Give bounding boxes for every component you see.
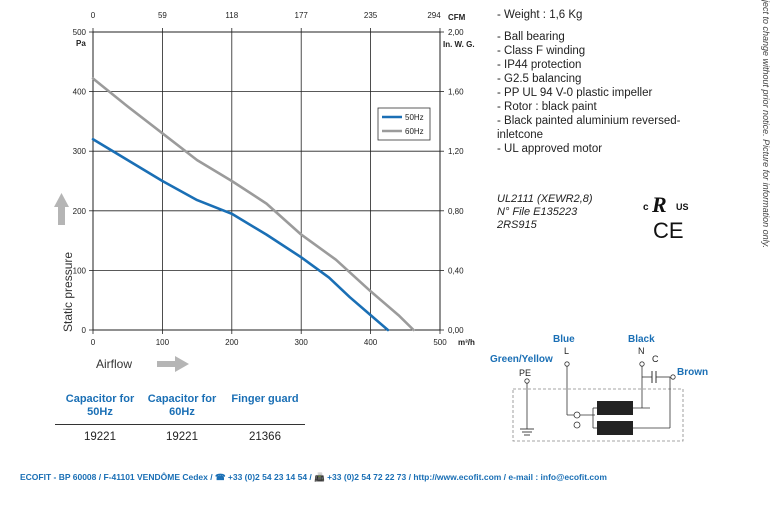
spec-item: - Class F winding xyxy=(497,45,586,57)
x-unit-label: m³/h xyxy=(458,338,475,347)
cert-line: 2RS915 xyxy=(497,219,537,231)
y-tick-label: 0 xyxy=(82,326,87,335)
spec-item: - Weight : 1,6 Kg xyxy=(497,9,583,21)
svg-text:US: US xyxy=(676,202,689,212)
footer-contact: ECOFIT - BP 60008 / F-41101 VENDÔME Cede… xyxy=(20,472,607,482)
x-tick-label: 0 xyxy=(91,338,96,347)
right-tick-label: 1,60 xyxy=(448,88,464,97)
spec-item: - IP44 protection xyxy=(497,59,582,71)
terminal-n-label: N xyxy=(638,346,645,356)
ul-ce-logo-icon: c R US CE xyxy=(643,192,689,242)
capacitor-c-label: C xyxy=(652,354,659,364)
y-tick-label: 300 xyxy=(73,147,87,156)
right-unit-label: In. W. G. xyxy=(443,40,475,49)
y-tick-label: 500 xyxy=(73,28,87,37)
y-unit-label: Pa xyxy=(76,39,86,48)
svg-text:CE: CE xyxy=(653,218,684,242)
spec-item: - UL approved motor xyxy=(497,143,603,155)
top-unit-label: CFM xyxy=(448,13,466,22)
y-tick-label: 100 xyxy=(73,266,87,275)
x-tick-label: 100 xyxy=(156,338,170,347)
terminal-pe-label: PE xyxy=(519,368,532,378)
y-arrow-icon xyxy=(54,193,69,225)
legend-50hz-label: 50Hz xyxy=(405,113,424,122)
chart-grid xyxy=(92,31,441,331)
wire-black-label: Black xyxy=(628,334,655,345)
cert-line: UL2111 (XEWR2,8) xyxy=(497,193,593,205)
spec-item: - PP UL 94 V-0 plastic impeller xyxy=(497,87,653,99)
legend-60hz-label: 60Hz xyxy=(405,127,424,136)
top-tick-label: 294 xyxy=(427,11,441,20)
x-tick-label: 300 xyxy=(295,338,309,347)
spec-item: - Rotor : black paint xyxy=(497,101,597,113)
series-line-50hz xyxy=(91,138,390,332)
spec-item: - Ball bearing xyxy=(497,31,565,43)
wiring-diagram xyxy=(512,361,684,442)
table-header: Finger guard xyxy=(231,393,299,405)
x-arrow-icon xyxy=(157,356,189,372)
x-tick-label: 500 xyxy=(433,338,447,347)
top-tick-label: 0 xyxy=(91,11,96,20)
chart-legend: 50Hz 60Hz xyxy=(377,107,431,141)
right-tick-label: 0,00 xyxy=(448,326,464,335)
right-tick-label: 1,20 xyxy=(448,147,464,156)
table-cell: 19221 xyxy=(84,431,116,443)
top-tick-label: 118 xyxy=(225,11,238,20)
table-header: Capacitor for 50Hz xyxy=(65,393,135,418)
wire-greenyellow-label: Green/Yellow xyxy=(490,354,553,365)
side-notice: ject to change without prior notice. Pic… xyxy=(761,0,771,248)
x-tick-label: 400 xyxy=(364,338,378,347)
y-tick-label: 400 xyxy=(73,88,87,97)
y-axis-title: Static pressure xyxy=(61,252,75,332)
spec-list: - Weight : 1,6 Kg - Ball bearing - Class… xyxy=(497,8,680,156)
x-axis-title: Airflow xyxy=(96,357,132,371)
spec-item: inletcone xyxy=(497,129,544,141)
right-tick-label: 2,00 xyxy=(448,28,464,37)
right-tick-label: 0,80 xyxy=(448,207,464,216)
series-line-60hz xyxy=(91,77,415,332)
table-header: Capacitor for 60Hz xyxy=(147,393,217,418)
top-tick-label: 177 xyxy=(295,11,309,20)
wire-brown-label: Brown xyxy=(677,367,709,378)
top-tick-label: 235 xyxy=(364,11,378,20)
y-tick-label: 200 xyxy=(73,207,87,216)
svg-text:c: c xyxy=(643,202,649,213)
right-tick-label: 0,40 xyxy=(448,266,464,275)
legend-box xyxy=(377,107,431,141)
table-divider xyxy=(55,424,305,425)
wire-blue-label: Blue xyxy=(553,334,575,345)
terminal-l-label: L xyxy=(564,346,570,356)
plot-frame xyxy=(92,31,441,331)
table-cell: 19221 xyxy=(166,431,198,443)
spec-item: - Black painted aluminium reversed- xyxy=(497,115,681,127)
cert-line: N° File E135223 xyxy=(497,206,578,218)
spec-item: - G2.5 balancing xyxy=(497,73,582,85)
chart-series xyxy=(91,77,415,332)
certification-block: UL2111 (XEWR2,8) N° File E135223 2RS915 xyxy=(497,193,593,232)
svg-text:R: R xyxy=(651,192,667,217)
x-tick-label: 200 xyxy=(225,338,239,347)
top-tick-label: 59 xyxy=(158,11,167,20)
table-cell: 21366 xyxy=(249,431,281,443)
